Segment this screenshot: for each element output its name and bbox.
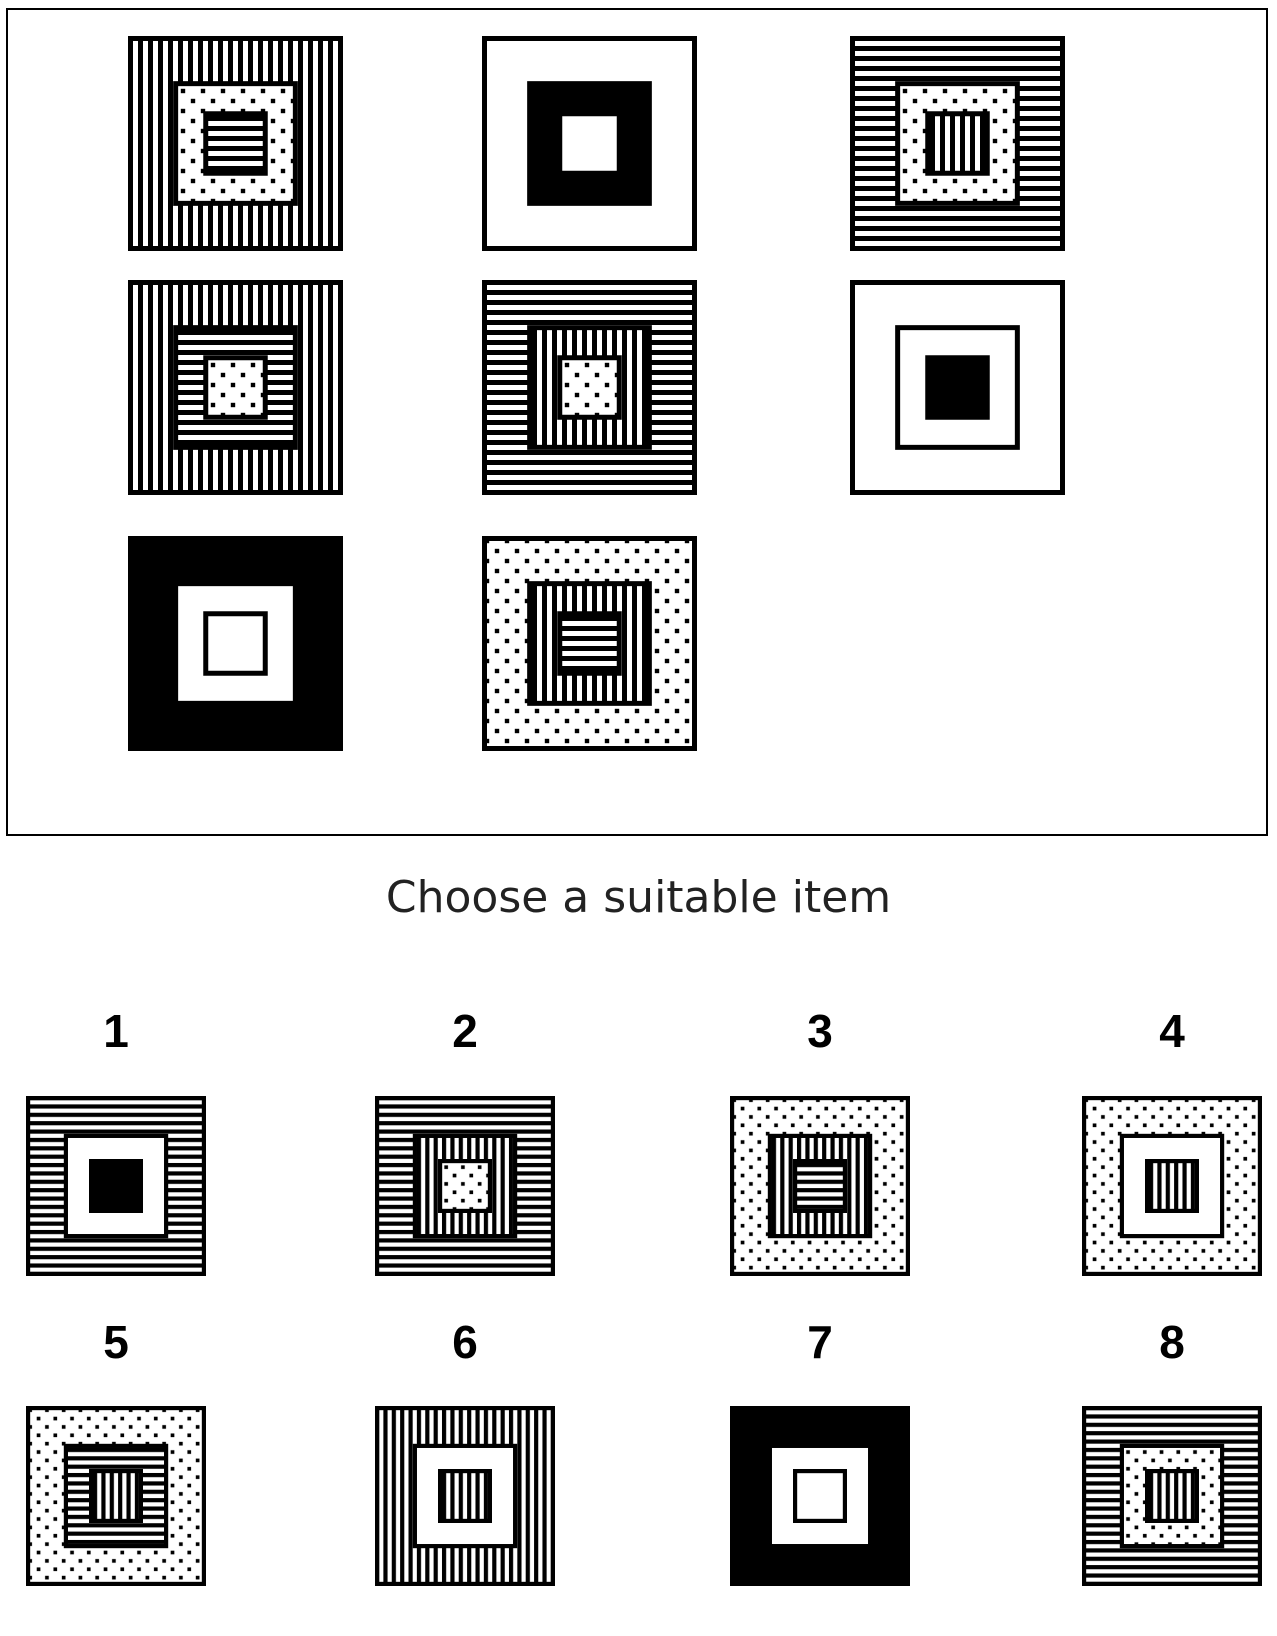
option-2-figure[interactable]	[374, 1095, 555, 1276]
outer-square	[128, 536, 343, 751]
matrix-cell-3-1	[128, 536, 343, 751]
inner-square	[203, 611, 268, 676]
option-3-figure[interactable]	[729, 1095, 910, 1276]
option-8-figure[interactable]	[1081, 1405, 1262, 1586]
matrix-cell-1-3	[850, 36, 1065, 251]
option-6-figure[interactable]	[374, 1405, 555, 1586]
matrix-cell-1-2	[482, 36, 697, 251]
option-7-figure[interactable]	[729, 1405, 910, 1586]
option-5-figure[interactable]	[25, 1405, 206, 1586]
inner-square	[557, 611, 622, 676]
middle-square	[173, 581, 298, 706]
option-label-1: 1	[103, 1005, 129, 1057]
inner-square	[557, 355, 622, 420]
option-label-3: 3	[807, 1005, 833, 1057]
inner-square	[793, 1469, 848, 1524]
option-label-8: 8	[1159, 1316, 1185, 1368]
missing-cell	[850, 536, 1065, 751]
inner-square	[1145, 1159, 1200, 1214]
inner-square	[793, 1159, 848, 1214]
outer-square	[1081, 1405, 1262, 1586]
matrix-cell-3-2	[482, 536, 697, 751]
matrix-cell-2-1	[128, 280, 343, 495]
inner-square	[89, 1159, 144, 1214]
option-label-2: 2	[452, 1005, 478, 1057]
outer-square	[729, 1095, 910, 1276]
option-4-figure[interactable]	[1081, 1095, 1262, 1276]
inner-square	[557, 111, 622, 176]
inner-square	[1145, 1469, 1200, 1524]
option-1-figure[interactable]	[25, 1095, 206, 1276]
option-label-7: 7	[807, 1316, 833, 1368]
option-label-4: 4	[1159, 1005, 1185, 1057]
inner-square	[438, 1469, 493, 1524]
prompt-text: Choose a suitable item	[385, 872, 892, 923]
option-label-6: 6	[452, 1316, 478, 1368]
middle-square	[1119, 1133, 1225, 1239]
matrix-cell-2-3	[850, 280, 1065, 495]
inner-square	[203, 355, 268, 420]
inner-square	[925, 111, 990, 176]
option-label-5: 5	[103, 1316, 129, 1368]
inner-square	[438, 1159, 493, 1214]
inner-square	[203, 111, 268, 176]
outer-square	[128, 280, 343, 495]
matrix-cell-1-1	[128, 36, 343, 251]
inner-square	[89, 1469, 144, 1524]
matrix-cell-2-2	[482, 280, 697, 495]
inner-square	[925, 355, 990, 420]
